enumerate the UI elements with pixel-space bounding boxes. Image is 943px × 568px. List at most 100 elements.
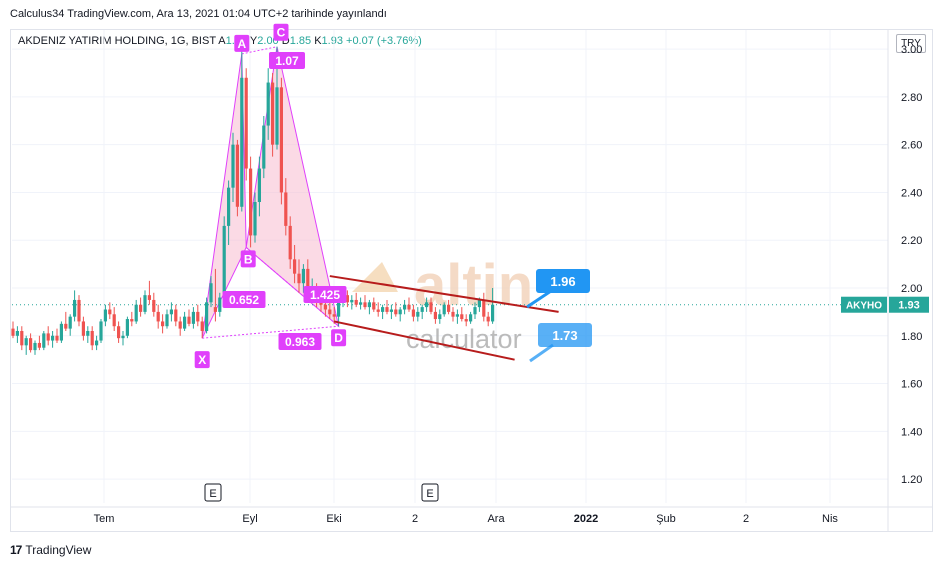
candle-body (68, 316, 72, 329)
pattern-point-label-box (331, 329, 347, 347)
candle (55, 328, 59, 343)
candle (81, 316, 85, 341)
candle (165, 309, 169, 329)
candle (301, 264, 305, 293)
y-tick-label: 1.80 (901, 331, 922, 343)
candle (205, 297, 209, 334)
pattern-ratio-label: 0.652 (222, 291, 266, 308)
footer-brand: 17 TradingView (10, 543, 91, 557)
candle-body (81, 321, 85, 336)
candle (139, 297, 143, 317)
candle (112, 307, 116, 331)
candle-body (411, 309, 415, 317)
callout-box (538, 323, 592, 347)
candle (442, 302, 446, 317)
price-tag-text: 1.93 (898, 300, 919, 312)
y-tick-label: 1.20 (901, 474, 922, 486)
channel-line (329, 275, 559, 313)
candle (209, 276, 213, 308)
candle-body (108, 309, 112, 315)
candle (134, 299, 138, 324)
candle (156, 304, 160, 329)
currency-button[interactable]: TRY (896, 34, 926, 53)
candle-body (73, 299, 77, 317)
candle-body (464, 319, 468, 322)
candle-body (257, 168, 261, 202)
candle (37, 335, 41, 351)
candle (174, 304, 178, 327)
pattern-point-label: A (234, 34, 250, 52)
candle (253, 192, 257, 243)
pattern-point-label-text: C (277, 26, 286, 40)
candle-body (191, 311, 195, 324)
candle-body (24, 338, 28, 346)
candle-body (253, 202, 257, 236)
candle (271, 73, 275, 157)
candle (161, 314, 165, 334)
high-value: 2.00 (257, 35, 279, 47)
candle (279, 77, 283, 205)
candle (152, 292, 156, 317)
x-tick-label: 2 (743, 513, 749, 525)
pattern-point-label: C (273, 23, 289, 41)
candle-body (442, 304, 446, 315)
callout-text: 1.96 (550, 274, 575, 289)
candle (125, 316, 129, 339)
pattern-ratio-label-box (278, 333, 322, 350)
candle-body (398, 309, 402, 315)
candle-body (152, 299, 156, 312)
pattern-ratio-label: 0.963 (278, 333, 322, 350)
price-tag-box (889, 296, 929, 313)
candle-body (213, 307, 217, 312)
candle (42, 331, 46, 351)
candle (24, 335, 28, 355)
candle-body (293, 259, 297, 274)
candle-body (244, 77, 248, 169)
symbol-name[interactable]: AKDENIZ YATIRIM HOLDING, 1G, BIST (18, 35, 216, 47)
pattern-ratio-line (241, 46, 278, 55)
candle (469, 311, 473, 324)
candle (222, 216, 226, 300)
pattern-point-label-box (240, 250, 256, 268)
price-callout: 1.73 (529, 323, 592, 363)
candle (389, 304, 393, 320)
pattern-point-label-text: X (198, 353, 206, 367)
candle-body (77, 299, 81, 322)
candle-body (416, 311, 420, 317)
x-tick-label: Ara (487, 513, 505, 525)
candle (20, 326, 24, 351)
candle-body (420, 307, 424, 312)
candle-body (209, 283, 213, 303)
candle (95, 335, 99, 351)
pattern-point-label-box (194, 351, 210, 369)
candle-body (90, 331, 94, 346)
candle-body (187, 316, 191, 324)
callout-pointer (529, 343, 554, 363)
candle-body (359, 302, 363, 305)
candle (99, 319, 103, 343)
close-label: K (314, 35, 322, 47)
candle-body (469, 314, 473, 322)
candle-body (345, 295, 349, 303)
candle (425, 297, 429, 312)
candle (68, 314, 72, 336)
candle (77, 295, 81, 327)
candle (249, 156, 253, 248)
y-tick-label: 3.00 (901, 44, 922, 56)
candle (121, 331, 125, 346)
candle-body (271, 82, 275, 145)
candle-body (394, 309, 398, 315)
candle (178, 316, 182, 336)
candle (363, 295, 367, 310)
candle-body (407, 304, 411, 310)
publish-caption: Calculus34 TradingView.com, Ara 13, 2021… (10, 8, 387, 20)
candle (394, 302, 398, 317)
pattern-point-label-text: A (237, 37, 246, 51)
candle-body (482, 299, 486, 317)
candle (420, 304, 424, 320)
candle-body (99, 321, 103, 341)
candle (183, 311, 187, 331)
candle (257, 156, 261, 217)
candle-body (297, 273, 301, 284)
